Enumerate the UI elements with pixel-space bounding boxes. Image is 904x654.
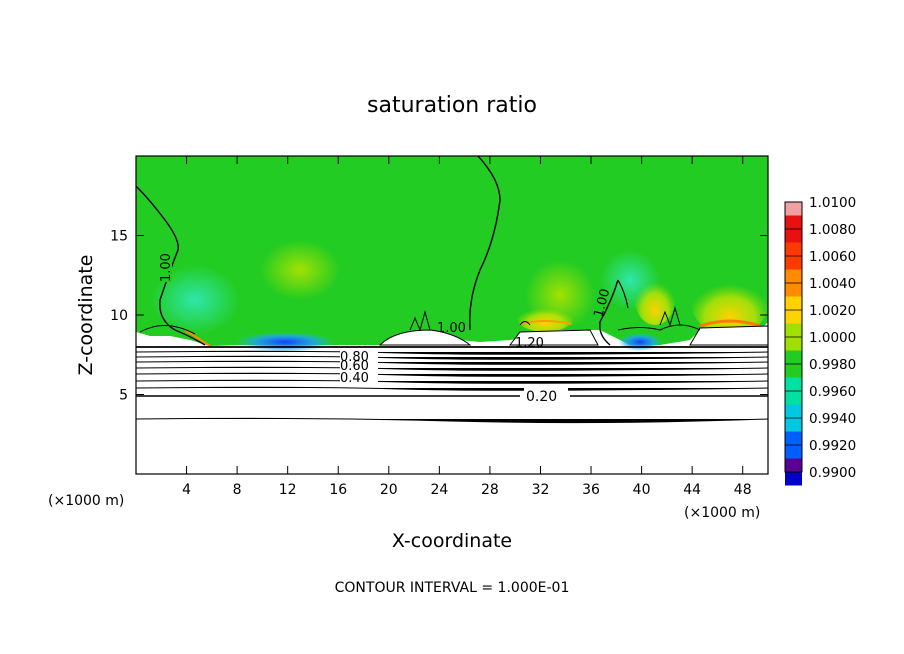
x-tick-label: 36: [582, 482, 600, 498]
x-tick-label: 12: [279, 482, 297, 498]
contour-label: 1.00: [159, 253, 174, 282]
colorbar-label: 1.0000: [809, 330, 856, 346]
contour-label: 0.60: [340, 359, 369, 374]
x-tick-label: 4: [182, 482, 191, 498]
x-axis: 4 8 12 16 20 24 28 32 36 40 44 48: [182, 156, 752, 498]
cloud-region: [378, 329, 472, 346]
x-tick-label: 40: [633, 482, 651, 498]
contour-label: 1.00: [591, 287, 613, 319]
plot-area: [136, 156, 768, 474]
colorbar-label: 1.0080: [809, 222, 856, 238]
contour-label: 0.20: [526, 389, 557, 405]
contour-interval-note: CONTOUR INTERVAL = 1.000E-01: [335, 580, 570, 596]
contour-line: [136, 386, 768, 391]
contour-line: [136, 355, 768, 360]
x-tick-label: 16: [329, 482, 347, 498]
x-tick-label: 28: [481, 482, 499, 498]
y-unit-label: (×1000 m): [48, 493, 124, 509]
y-tick-label: 15: [110, 229, 128, 245]
x-tick-label: 24: [430, 482, 448, 498]
colorbar-label: 0.9960: [809, 384, 856, 400]
x-tick-label: 44: [683, 482, 701, 498]
contour-label: 0.40: [340, 371, 369, 386]
colorbar-label: 0.9940: [809, 411, 856, 427]
contour-line: [136, 360, 768, 365]
y-tick-label: 5: [119, 388, 128, 404]
colorbar-swatch: [785, 202, 802, 216]
colorbar-label: 1.0020: [809, 303, 856, 319]
colorbar: 1.0100 1.0080 1.0060 1.0040 1.0020 1.0000 0.99…: [784, 195, 856, 486]
contour-line: [136, 417, 768, 424]
x-unit-label: (×1000 m): [684, 505, 760, 521]
contour-label: 1.20: [515, 336, 544, 351]
contour-line: [136, 379, 768, 384]
contour-line: [409, 310, 431, 332]
y-axis-title: Z-coordinate: [75, 255, 97, 376]
contour-label: 0.80: [340, 350, 369, 365]
contour-line: [136, 350, 768, 355]
cloud-region: [689, 325, 768, 346]
colorbar-label: 0.9900: [809, 465, 856, 481]
contour-line: [599, 279, 619, 346]
contour-label: 1.00: [437, 321, 466, 336]
y-axis: 5 10 15: [110, 229, 768, 404]
contour-line: [617, 279, 629, 309]
x-tick-label: 32: [532, 482, 550, 498]
contour-line: [519, 321, 531, 326]
colorbar-label: 1.0060: [809, 249, 856, 265]
contour-line: [469, 156, 501, 331]
colorbar-label: 0.9980: [809, 357, 856, 373]
contour-line: [136, 366, 768, 371]
colorbar-swatch: [785, 458, 802, 472]
x-tick-label: 48: [734, 482, 752, 498]
cloud-region: [508, 329, 599, 346]
x-tick-label: 20: [380, 482, 398, 498]
contour-labels: 1.00 1.00 1.00 1.20 0.80 0.60 0.40 0.20: [156, 248, 613, 405]
contour-line: [136, 372, 768, 377]
chart-title: saturation ratio: [367, 93, 537, 118]
colorbar-label: 0.9920: [809, 438, 856, 454]
x-axis-title: X-coordinate: [392, 530, 512, 552]
x-tick-label: 8: [233, 482, 242, 498]
contour-line: [139, 325, 196, 335]
y-tick-label: 10: [110, 308, 128, 324]
colorbar-label: 1.0100: [809, 195, 856, 211]
contour-line: [617, 324, 701, 331]
contour-line: [659, 306, 681, 327]
colorbar-label: 1.0040: [809, 276, 856, 292]
